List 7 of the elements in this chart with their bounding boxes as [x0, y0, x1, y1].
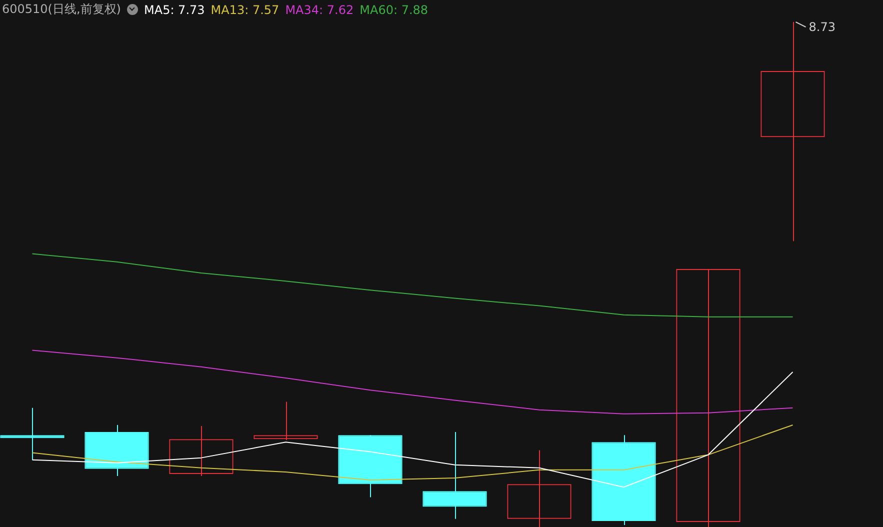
chart-title: 600510(日线,前复权)	[2, 1, 121, 18]
text: MA13: 7.57	[210, 2, 280, 16]
text: MA60: 7.88	[360, 2, 428, 16]
text: MA5: 7.73	[144, 2, 205, 16]
annotation: 8.73	[808, 20, 836, 34]
candlestick	[0, 407, 64, 460]
text: MA34: 7.62	[285, 2, 354, 16]
